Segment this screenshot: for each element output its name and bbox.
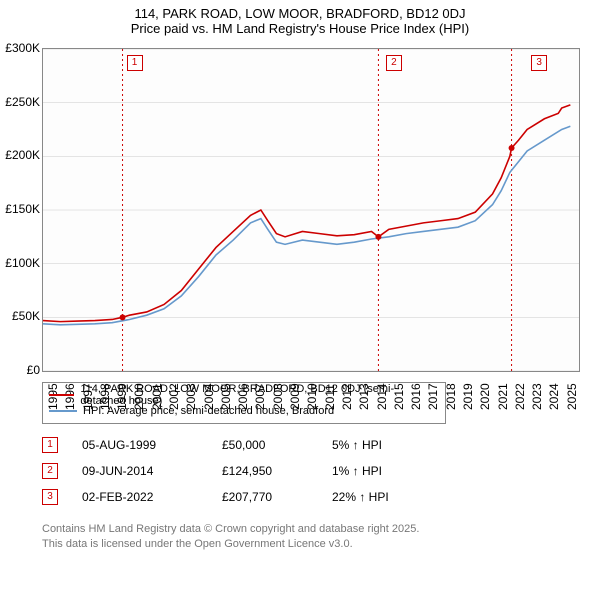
- event-pct: 5% ↑ HPI: [332, 438, 422, 452]
- event-marker-1: 1: [42, 437, 58, 453]
- x-axis-tick-label: 2022: [513, 383, 527, 410]
- legend: 114, PARK ROAD, LOW MOOR, BRADFORD, BD12…: [42, 382, 446, 424]
- title-line-2: Price paid vs. HM Land Registry's House …: [0, 21, 600, 36]
- event-date: 02-FEB-2022: [82, 490, 222, 504]
- x-axis-tick-label: 2025: [565, 383, 579, 410]
- legend-swatch: [49, 410, 77, 412]
- chart-area: 1 2 3: [42, 48, 580, 372]
- x-axis-tick-label: 2021: [496, 383, 510, 410]
- event-row: 3 02-FEB-2022 £207,770 22% ↑ HPI: [42, 484, 552, 510]
- event-pct: 1% ↑ HPI: [332, 464, 422, 478]
- y-axis-tick-label: £150K: [0, 202, 40, 216]
- y-axis-tick-label: £0: [0, 363, 40, 377]
- events-table: 1 05-AUG-1999 £50,000 5% ↑ HPI 2 09-JUN-…: [42, 432, 552, 510]
- y-axis-tick-label: £300K: [0, 41, 40, 55]
- chart-marker-2: 2: [386, 55, 402, 71]
- legend-label: HPI: Average price, semi-detached house,…: [83, 405, 334, 417]
- x-axis-tick-label: 2023: [530, 383, 544, 410]
- event-pct: 22% ↑ HPI: [332, 490, 422, 504]
- y-axis-tick-label: £100K: [0, 256, 40, 270]
- y-axis-tick-label: £50K: [0, 309, 40, 323]
- legend-swatch: [49, 394, 74, 396]
- y-axis-tick-label: £200K: [0, 148, 40, 162]
- chart-marker-1: 1: [127, 55, 143, 71]
- event-price: £50,000: [222, 438, 332, 452]
- event-row: 1 05-AUG-1999 £50,000 5% ↑ HPI: [42, 432, 552, 458]
- footer-attribution: Contains HM Land Registry data © Crown c…: [42, 522, 578, 552]
- event-marker-2: 2: [42, 463, 58, 479]
- event-marker-3: 3: [42, 489, 58, 505]
- footer-line-2: This data is licensed under the Open Gov…: [42, 537, 578, 552]
- x-axis-tick-label: 2019: [461, 383, 475, 410]
- legend-item: 114, PARK ROAD, LOW MOOR, BRADFORD, BD12…: [49, 387, 439, 403]
- legend-label: 114, PARK ROAD, LOW MOOR, BRADFORD, BD12…: [80, 383, 439, 407]
- title-line-1: 114, PARK ROAD, LOW MOOR, BRADFORD, BD12…: [0, 0, 600, 21]
- footer-line-1: Contains HM Land Registry data © Crown c…: [42, 522, 578, 537]
- event-date: 05-AUG-1999: [82, 438, 222, 452]
- event-date: 09-JUN-2014: [82, 464, 222, 478]
- x-axis-tick-label: 2024: [547, 383, 561, 410]
- event-price: £207,770: [222, 490, 332, 504]
- event-price: £124,950: [222, 464, 332, 478]
- y-axis-tick-label: £250K: [0, 95, 40, 109]
- chart-marker-3: 3: [531, 55, 547, 71]
- x-axis-tick-label: 2020: [478, 383, 492, 410]
- event-row: 2 09-JUN-2014 £124,950 1% ↑ HPI: [42, 458, 552, 484]
